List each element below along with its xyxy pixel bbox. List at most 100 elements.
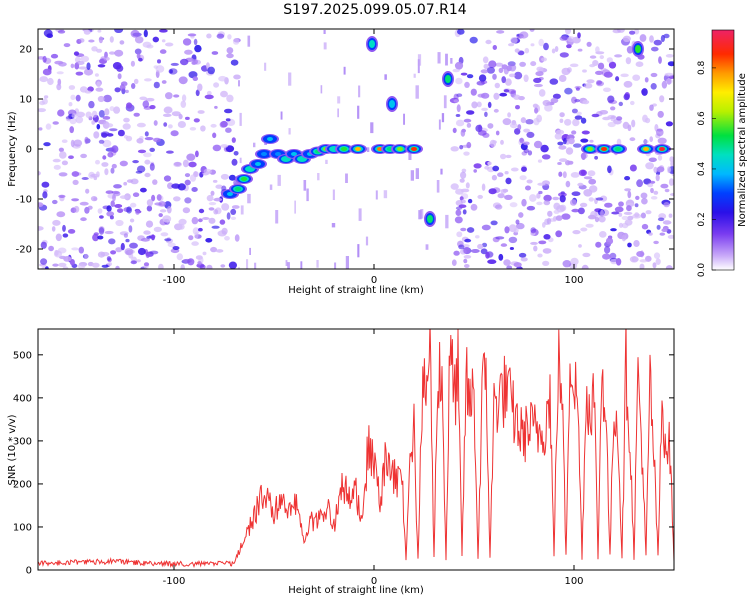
noise-speckle	[106, 211, 115, 217]
noise-speckle	[560, 191, 565, 195]
noise-speckle	[455, 77, 463, 85]
noise-speckle	[476, 101, 482, 108]
noise-speckle	[71, 198, 79, 202]
snr-series-line	[38, 329, 674, 569]
noise-speckle	[572, 230, 581, 235]
noise-speckle	[553, 209, 560, 214]
noise-speckle	[475, 235, 480, 239]
noise-speckle	[119, 160, 128, 167]
noise-speckle	[61, 160, 68, 166]
noise-speckle	[188, 161, 197, 168]
noise-speckle	[176, 253, 183, 261]
noise-speckle	[508, 43, 515, 47]
noise-speckle	[80, 217, 87, 222]
noise-speckle	[137, 149, 147, 154]
noise-speckle	[46, 33, 53, 38]
noise-speckle	[456, 231, 463, 238]
noise-speckle	[518, 212, 524, 218]
noise-speckle	[52, 158, 61, 163]
noise-speckle	[194, 44, 202, 53]
noise-speckle	[168, 124, 173, 129]
sparse-speckle	[331, 223, 336, 228]
noise-speckle	[559, 36, 568, 41]
sparse-speckle	[383, 190, 388, 199]
noise-speckle	[599, 231, 607, 238]
x-tick-label: 100	[564, 275, 583, 286]
noise-speckle	[156, 194, 162, 201]
sparse-speckle	[384, 74, 387, 80]
noise-speckle	[486, 66, 495, 74]
noise-speckle	[125, 238, 130, 243]
noise-speckle	[456, 104, 461, 113]
noise-speckle	[73, 51, 80, 56]
noise-speckle	[543, 194, 552, 202]
noise-speckle	[153, 137, 161, 143]
noise-speckle	[212, 179, 218, 183]
noise-speckle	[475, 124, 483, 132]
noise-speckle	[505, 78, 512, 86]
noise-speckle	[629, 137, 636, 142]
noise-speckle	[616, 116, 623, 121]
noise-speckle	[84, 90, 92, 94]
sparse-speckle	[332, 189, 335, 200]
noise-speckle	[102, 155, 107, 160]
noise-speckle	[53, 164, 61, 170]
noise-speckle	[561, 213, 571, 220]
noise-speckle	[55, 233, 62, 242]
noise-speckle	[557, 141, 564, 146]
noise-speckle	[597, 62, 605, 70]
noise-speckle	[185, 116, 190, 120]
noise-speckle	[110, 167, 115, 174]
noise-speckle	[187, 258, 195, 266]
colorbar-tick-label: 0.8	[697, 60, 707, 75]
noise-speckle	[594, 155, 598, 160]
noise-speckle	[177, 183, 186, 191]
noise-speckle	[63, 43, 71, 48]
noise-speckle	[208, 217, 216, 224]
noise-speckle	[159, 209, 167, 213]
signal-blob	[411, 147, 417, 151]
noise-speckle	[153, 65, 159, 69]
noise-speckle	[206, 90, 212, 96]
noise-speckle	[134, 36, 144, 44]
noise-speckle	[142, 41, 152, 48]
noise-speckle	[552, 196, 560, 201]
noise-speckle	[182, 38, 192, 46]
noise-speckle	[585, 223, 594, 228]
noise-speckle	[178, 76, 188, 85]
noise-speckle	[38, 202, 44, 208]
noise-speckle	[84, 136, 89, 145]
noise-speckle	[69, 117, 77, 125]
noise-speckle	[559, 195, 566, 203]
noise-speckle	[109, 36, 114, 43]
noise-speckle	[484, 165, 490, 170]
noise-speckle	[549, 78, 559, 85]
noise-speckle	[451, 259, 457, 267]
noise-speckle	[582, 100, 590, 105]
noise-speckle	[124, 248, 134, 256]
noise-speckle	[115, 247, 123, 253]
noise-speckle	[577, 32, 581, 39]
colorbar: 0.0 0.2 0.4 0.6 0.8 Normalized spectral ampl…	[697, 29, 748, 277]
noise-speckle	[93, 131, 100, 139]
sparse-speckle	[415, 168, 419, 179]
noise-speckle	[503, 89, 510, 93]
noise-speckle	[656, 166, 665, 173]
noise-speckle	[117, 208, 124, 214]
sparse-speckle	[275, 210, 279, 224]
y-tick-label: 100	[13, 522, 32, 533]
noise-speckle	[143, 29, 148, 38]
noise-speckle	[668, 213, 673, 218]
noise-speckle	[464, 264, 470, 268]
noise-speckle	[166, 150, 174, 154]
noise-speckle	[213, 209, 219, 215]
noise-speckle	[553, 202, 561, 210]
noise-speckle	[119, 84, 126, 92]
noise-speckle	[663, 33, 670, 39]
noise-speckle	[583, 176, 593, 180]
x-tick-label: 100	[564, 576, 583, 587]
noise-speckle	[211, 51, 219, 55]
noise-speckle	[144, 172, 151, 178]
noise-speckle	[477, 243, 484, 250]
